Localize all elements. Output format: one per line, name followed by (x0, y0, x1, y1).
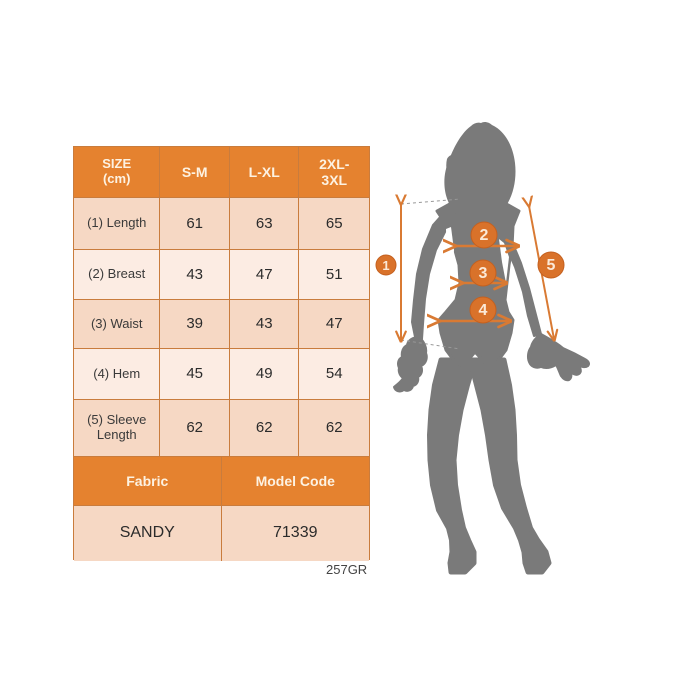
svg-text:1: 1 (382, 258, 389, 273)
svg-text:5: 5 (547, 257, 556, 274)
svg-text:4: 4 (479, 302, 488, 319)
svg-text:3: 3 (479, 265, 488, 282)
svg-text:2: 2 (480, 227, 489, 244)
